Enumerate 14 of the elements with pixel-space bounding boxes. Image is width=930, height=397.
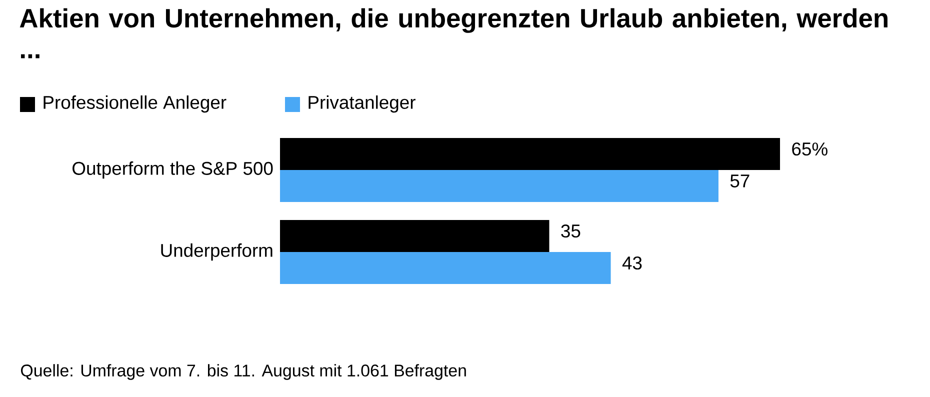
data-label: 43 [622, 256, 642, 270]
bar [280, 252, 611, 284]
legend-label: Professionelle Anleger [44, 95, 226, 113]
data-label: 65% [792, 142, 828, 156]
y-tick-label: Outperform the S&P 500 [72, 161, 273, 179]
y-tick-label: Underperform [161, 243, 272, 261]
source-note: Quelle: Umfrage vom 7. bis 11. August mit 1.061 Befragten [21, 364, 466, 380]
bar [280, 220, 550, 252]
bar [280, 138, 780, 170]
legend-label: Privatanleger [308, 95, 416, 113]
bar [280, 170, 718, 202]
data-label: 57 [730, 174, 750, 188]
data-label: 35 [561, 224, 580, 238]
chart-title: Aktien von Unternehmen, die unbegrenzten Urlaub anbieten, werden ... [20, 8, 888, 58]
